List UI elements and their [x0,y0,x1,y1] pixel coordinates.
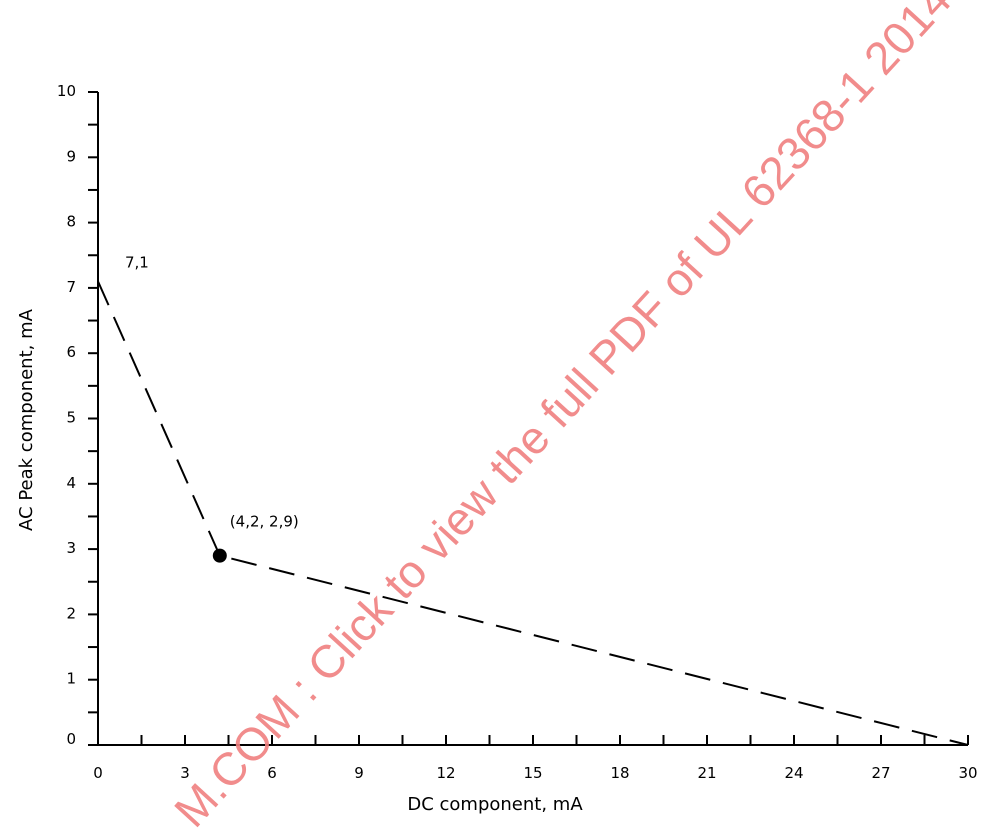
y-tick-label: 6 [66,343,76,361]
annotation-break-point: (4,2, 2,9) [230,513,299,531]
x-tick-label: 21 [697,764,716,782]
annotation-start-point: 7,1 [125,253,149,271]
y-tick-label: 10 [57,82,76,100]
y-tick-label: 2 [66,604,76,622]
x-tick-label: 15 [523,764,542,782]
x-tick-label: 18 [610,764,629,782]
annotations: 7,1 (4,2, 2,9) [125,253,299,530]
x-tick-label: 3 [180,764,190,782]
y-tick-label: 5 [66,409,76,427]
x-axis-title: DC component, mA [407,794,583,815]
x-tick-label: 27 [871,764,890,782]
x-tick-label: 24 [784,764,803,782]
y-tick-label: 9 [66,147,76,165]
watermark: M.COM : Click to view the full PDF of UL… [164,0,961,837]
y-tick-label: 0 [66,730,76,748]
x-tick-label: 6 [267,764,277,782]
x-tick-label: 30 [958,764,977,782]
y-axis-title: AC Peak component, mA [16,308,37,531]
y-tick-label: 7 [66,278,76,296]
x-tick-label: 0 [93,764,103,782]
y-tick-label: 1 [66,670,76,688]
y-tick-label: 4 [66,474,76,492]
x-tick-label: 9 [354,764,364,782]
x-tick-label: 12 [436,764,455,782]
series [97,280,969,746]
y-tick-label: 8 [66,213,76,231]
dashed-line-series [97,280,969,746]
y-tick-label: 3 [66,539,76,557]
point-marker [212,548,227,563]
